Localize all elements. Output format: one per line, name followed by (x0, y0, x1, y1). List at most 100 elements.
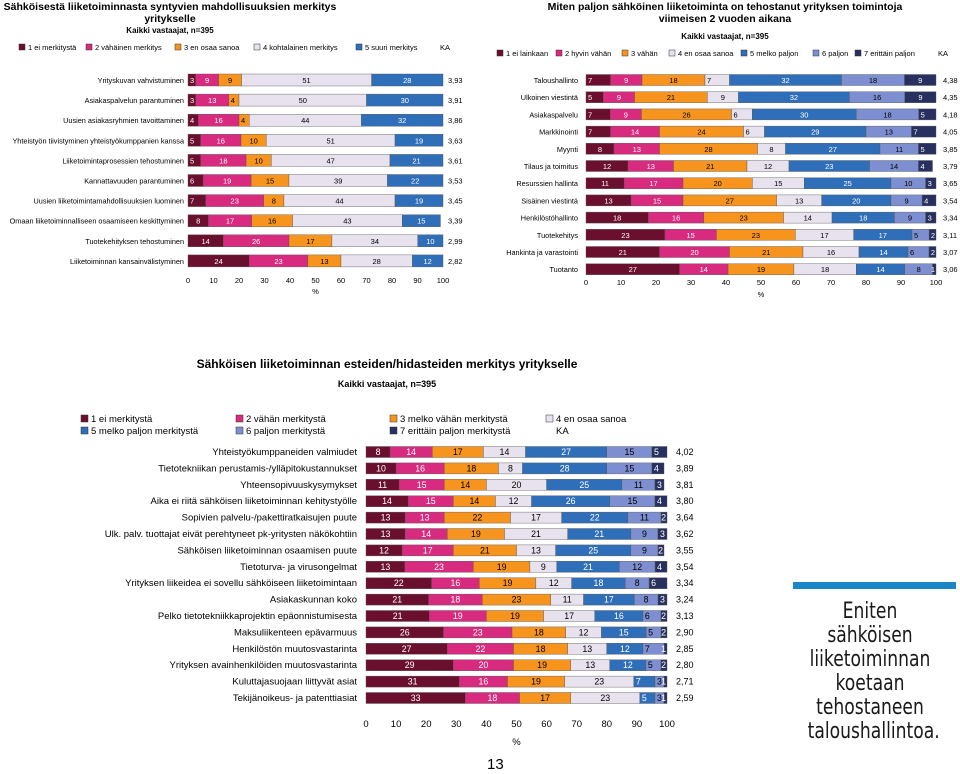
bar-segment (928, 246, 937, 258)
mean-label: 4,18 (943, 110, 958, 119)
x-tick-label: 80 (862, 278, 870, 287)
row-label: Yrityksen liikeidea ei sovellu sähköisee… (125, 578, 357, 589)
legend-label: 2 vähän merkitystä (246, 414, 326, 425)
data-label: 7 (588, 76, 592, 85)
x-tick-label: 80 (602, 719, 613, 730)
data-label: 4 (231, 96, 235, 105)
data-label: 47 (326, 156, 334, 165)
data-label: 1 (931, 265, 935, 274)
data-label: 13 (208, 96, 216, 105)
bar-segment (361, 113, 444, 127)
data-label: 21 (531, 529, 541, 539)
data-label: 27 (629, 265, 637, 274)
data-label: 6 (910, 248, 914, 257)
bar-segment (651, 446, 668, 458)
data-label: 21 (583, 562, 593, 572)
data-label: 6 (651, 578, 656, 588)
data-label: 18 (613, 214, 621, 223)
mean-label: 3,64 (676, 513, 694, 523)
row-label: Kannattavuuden parantuminen (84, 177, 184, 186)
data-label: 8 (376, 447, 381, 457)
data-label: 9 (642, 529, 647, 539)
chart-title: Sähköisestä liiketoiminnasta syntyvien m… (4, 1, 337, 13)
row-label: Hankinta ja varastointi (506, 248, 578, 257)
data-label: 4 (657, 562, 662, 572)
data-label: 17 (879, 231, 887, 240)
data-label: 21 (392, 595, 402, 605)
mean-label: 3,85 (943, 145, 958, 154)
data-label: 13 (381, 529, 391, 539)
data-label: 9 (721, 93, 725, 102)
data-label: 5 (648, 627, 653, 637)
data-label: 2 (661, 611, 666, 621)
legend-label: 2 hyvin vähän (565, 49, 611, 58)
data-label: 5 (921, 110, 925, 119)
row-label: Henkilöstöhallinto (521, 214, 578, 223)
data-label: 16 (478, 677, 488, 687)
mean-label: 3,81 (676, 480, 694, 490)
data-label: 18 (466, 463, 476, 473)
x-tick-label: 60 (541, 719, 552, 730)
legend-swatch (85, 43, 93, 51)
data-label: 18 (488, 693, 498, 703)
data-label: 18 (859, 214, 867, 223)
data-label: 8 (644, 595, 649, 605)
data-label: 20 (690, 248, 698, 257)
bar-segment (663, 643, 668, 655)
data-label: 18 (536, 644, 546, 654)
bar-segment (417, 234, 444, 248)
data-label: 4 (657, 496, 662, 506)
data-label: 3 (928, 214, 932, 223)
callout-line: tehostaneen (816, 695, 924, 720)
data-label: 19 (757, 265, 765, 274)
x-tick-label: 20 (652, 278, 660, 287)
chart-title: Sähköisen liiketoiminnan esteiden/hidast… (197, 357, 578, 371)
data-label: 21 (412, 156, 420, 165)
data-label: 13 (795, 196, 803, 205)
data-label: 4 (190, 116, 194, 125)
callout-line: Eniten sähköisen (827, 599, 913, 648)
legend-label: KA (556, 426, 569, 437)
bar-segment (911, 125, 937, 138)
data-label: 4 (241, 116, 245, 125)
data-label: 3 (660, 529, 665, 539)
data-label: 13 (380, 562, 390, 572)
data-label: 19 (471, 529, 481, 539)
data-label: 11 (378, 480, 387, 490)
mean-label: 3,79 (943, 162, 958, 171)
data-label: 12 (623, 660, 633, 670)
legend-label: 5 suuri merkitys (365, 43, 418, 52)
data-label: 1 (661, 644, 666, 654)
chart-title: Miten paljon sähköinen liiketoiminta on … (548, 1, 903, 13)
row-label: Tuotanto (549, 265, 578, 274)
legend-label: 3 melko vähän merkitystä (400, 414, 508, 425)
x-tick-label: 10 (209, 276, 217, 285)
data-label: 8 (917, 265, 921, 274)
row-label: Uusien liiketoimintamahdollisuuksien luo… (34, 197, 184, 206)
data-label: 3 (660, 595, 665, 605)
data-label: 15 (624, 463, 634, 473)
row-label: Ulkoinen viestintä (521, 93, 579, 102)
bar-segment (657, 528, 668, 540)
data-label: 16 (827, 248, 835, 257)
data-label: 16 (614, 611, 624, 621)
mean-label: 3,13 (676, 611, 694, 621)
row-label: Maksuliikenteen epävarmuus (234, 627, 357, 638)
data-label: 13 (582, 644, 592, 654)
data-label: 22 (394, 578, 404, 588)
bar-segment (660, 626, 668, 639)
legend-swatch (740, 49, 748, 57)
bar-segment (932, 263, 937, 275)
data-label: 9 (617, 93, 621, 102)
data-label: 26 (400, 627, 410, 637)
data-label: 14 (879, 248, 887, 257)
mean-label: 3,80 (676, 496, 694, 506)
row-label: Asiakaskunnan koko (270, 595, 357, 606)
data-label: 13 (633, 145, 641, 154)
mean-label: 3,07 (943, 248, 958, 257)
x-tick-label: 0 (186, 276, 190, 285)
data-label: 16 (415, 463, 425, 473)
data-label: 1 (661, 693, 666, 703)
chart-subtitle: Kaikki vastaajat, n=395 (126, 26, 214, 35)
data-label: 5 (654, 447, 659, 457)
